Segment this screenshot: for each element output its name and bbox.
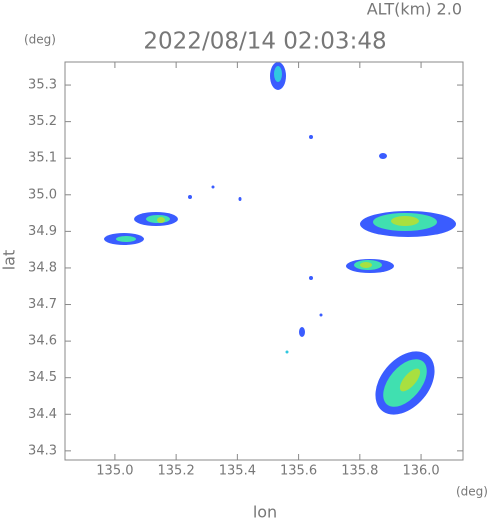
x-axis-label: lon <box>253 503 277 521</box>
x-tick-label: 136.0 <box>402 464 439 479</box>
y-tick-label: 34.5 <box>28 370 57 385</box>
chart-subtitle: ALT(km) 2.0 <box>367 0 462 19</box>
plot-frame <box>64 61 464 461</box>
y-tick-label: 34.3 <box>28 443 57 458</box>
y-axis-label: lat <box>0 250 19 271</box>
y-tick-label: 34.6 <box>28 334 57 349</box>
y-tick-label: 34.4 <box>28 407 57 422</box>
x-tick-label: 135.6 <box>280 464 317 479</box>
x-tick-label: 135.2 <box>158 464 195 479</box>
y-tick-label: 35.1 <box>28 151 57 166</box>
x-unit: (deg) <box>456 485 488 499</box>
radar-echoes <box>104 62 456 415</box>
x-tick-label: 135.0 <box>96 464 133 479</box>
y-tick-label: 34.7 <box>28 297 57 312</box>
y-tick-label: 35.2 <box>28 114 57 129</box>
y-unit: (deg) <box>24 33 56 47</box>
y-tick-label: 34.9 <box>28 224 57 239</box>
y-tick-label: 35.0 <box>28 187 57 202</box>
y-tick-label: 35.3 <box>28 78 57 93</box>
chart-title: 2022/08/14 02:03:48 <box>143 29 386 55</box>
x-tick-label: 135.8 <box>341 464 378 479</box>
x-tick-label: 135.4 <box>219 464 256 479</box>
y-tick-label: 34.8 <box>28 260 57 275</box>
